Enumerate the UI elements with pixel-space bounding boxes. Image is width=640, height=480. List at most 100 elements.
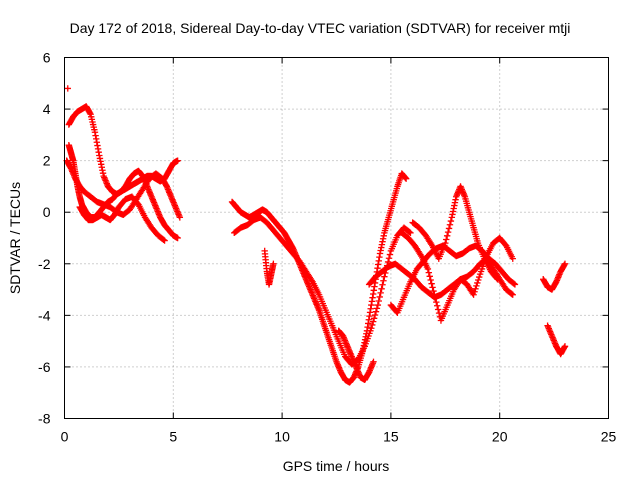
data-point (375, 297, 382, 305)
data-point (402, 175, 410, 182)
data-point (160, 236, 167, 244)
data-point (434, 306, 442, 313)
data-points (63, 85, 569, 386)
data-point (470, 291, 477, 298)
x-axis-label: GPS time / hours (283, 458, 390, 474)
y-tick-label: -2 (38, 256, 51, 272)
data-point (509, 255, 516, 262)
data-point (377, 289, 384, 297)
data-point (430, 287, 437, 295)
data-point (424, 265, 432, 273)
series-satellite-track-5 (228, 170, 410, 386)
data-point (511, 281, 519, 288)
data-point (434, 302, 441, 309)
series-satellite-track-14 (544, 322, 569, 358)
data-point (373, 305, 381, 312)
series-satellite-track-10 (387, 242, 519, 316)
series-satellite-track-12 (409, 183, 501, 283)
y-tick-labels: -8 -6 -4 -2 0 2 4 6 (38, 50, 51, 427)
x-tick-label: 0 (61, 429, 69, 445)
data-point (475, 276, 482, 284)
data-point (475, 273, 483, 281)
y-tick-label: 4 (43, 101, 51, 117)
data-point (431, 291, 438, 298)
data-point (561, 260, 569, 267)
plot-frame (64, 57, 609, 419)
data-point (443, 236, 450, 243)
data-point (509, 291, 516, 298)
data-point (428, 280, 435, 287)
y-tick-label: -6 (38, 359, 51, 375)
y-tick-label: 6 (43, 50, 51, 66)
data-point (374, 301, 382, 309)
data-point (474, 279, 481, 287)
series-satellite-track-8 (335, 327, 377, 384)
data-point (561, 343, 569, 350)
data-point (508, 290, 516, 298)
series-satellite-track-4 (76, 193, 168, 244)
data-point (369, 318, 377, 325)
data-point (444, 228, 452, 236)
data-point (64, 85, 71, 92)
data-point (270, 260, 277, 267)
data-point (471, 288, 478, 295)
data-point (380, 277, 387, 284)
y-axis-label: SDTVAR / TECUs (7, 182, 23, 294)
x-tick-labels: 0 5 10 15 20 25 (61, 429, 617, 445)
data-point (427, 276, 434, 284)
data-point (407, 229, 414, 237)
data-point (494, 276, 501, 283)
data-point (447, 217, 455, 225)
x-tick-label: 20 (492, 429, 508, 445)
data-point (432, 295, 439, 302)
data-point (368, 325, 375, 332)
series-satellite-track-13 (540, 260, 569, 293)
data-point (174, 157, 181, 164)
x-tick-label: 15 (383, 429, 399, 445)
series-satellite-track-2 (65, 103, 181, 242)
x-tick-label: 10 (274, 429, 290, 445)
series-isolated-point (64, 85, 71, 92)
data-point (443, 232, 451, 239)
y-tick-label: -4 (38, 307, 51, 323)
series-satellite-track-6 (231, 214, 414, 368)
data-point (308, 277, 315, 284)
data-point (493, 274, 500, 282)
y-tick-label: 0 (43, 204, 51, 220)
series-satellite-track-7 (261, 247, 277, 288)
data-point (369, 321, 376, 329)
x-tick-label: 5 (169, 429, 177, 445)
series-satellite-track-11 (398, 229, 516, 324)
data-point (425, 269, 433, 276)
data-point (435, 309, 443, 317)
y-tick-label: 2 (43, 153, 51, 169)
data-point (379, 281, 386, 288)
data-point (376, 293, 383, 301)
data-point (417, 251, 424, 258)
data-point (433, 298, 440, 306)
data-point (510, 280, 518, 287)
data-point (161, 237, 168, 244)
data-point (429, 284, 436, 291)
data-point (372, 308, 380, 315)
data-point (378, 285, 385, 293)
data-point (174, 234, 181, 242)
data-point (385, 255, 393, 262)
data-point (370, 315, 378, 322)
data-point (381, 273, 388, 280)
grid-layer (64, 57, 609, 419)
data-point (445, 225, 453, 232)
data-point (426, 273, 433, 280)
data-point (406, 228, 413, 236)
data-point (386, 251, 394, 258)
data-point (370, 358, 377, 365)
x-tick-label: 25 (601, 429, 617, 445)
data-point (371, 311, 379, 319)
data-point (176, 214, 184, 221)
data-point (446, 221, 454, 228)
y-tick-label: -8 (38, 411, 51, 427)
data-point (442, 239, 449, 247)
data-point (472, 285, 479, 293)
data-point (473, 282, 480, 290)
